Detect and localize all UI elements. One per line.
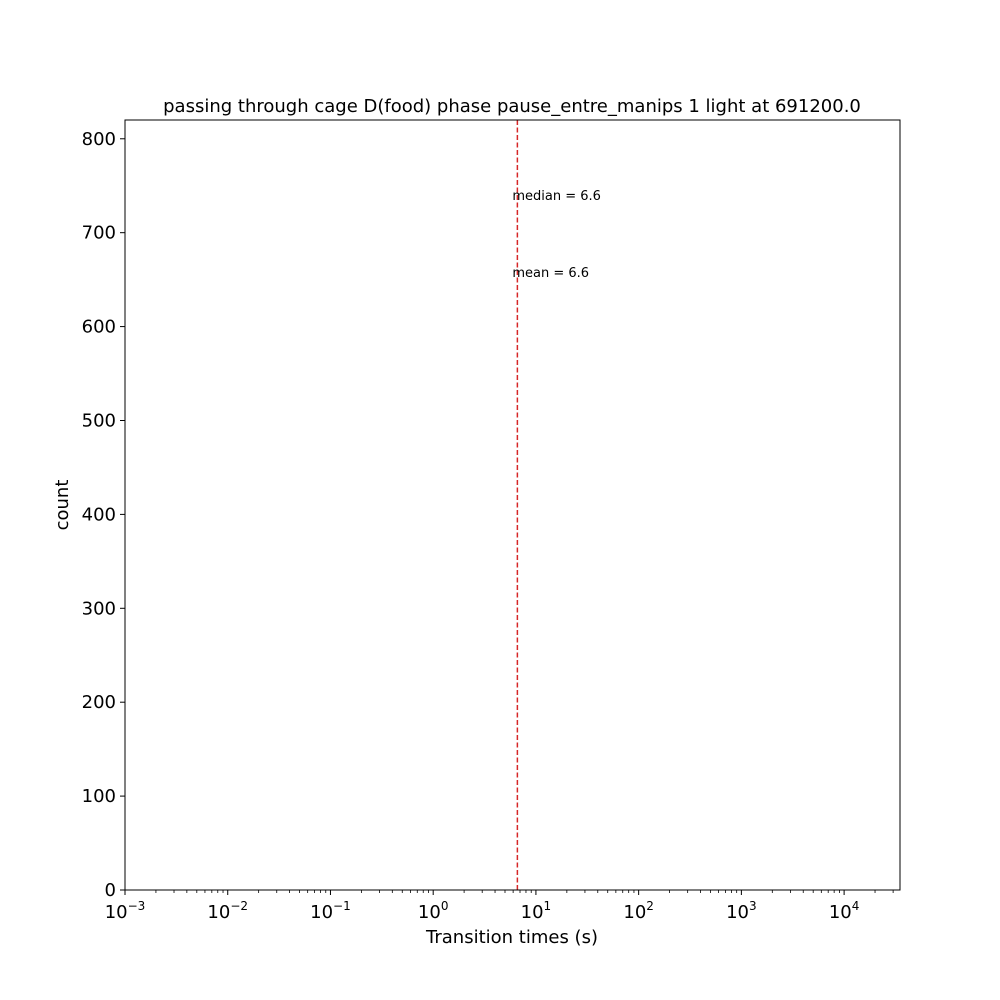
median-annotation: median = 6.6 — [512, 189, 601, 204]
chart-title: passing through cage D(food) phase pause… — [163, 96, 861, 117]
x-tick-label: 103 — [726, 899, 757, 923]
axes-frame — [124, 119, 901, 891]
y-tick-label: 300 — [82, 598, 116, 619]
x-tick-label: 10−1 — [310, 899, 351, 923]
y-tick-label: 200 — [82, 692, 116, 713]
x-tick-label: 101 — [521, 899, 552, 923]
y-axis-label: count — [52, 480, 73, 531]
y-tick-label: 0 — [105, 880, 116, 901]
x-tick-label: 10−3 — [105, 899, 146, 923]
y-tick-label: 600 — [82, 317, 116, 338]
mean-annotation: mean = 6.6 — [512, 266, 589, 281]
y-tick-label: 100 — [82, 786, 116, 807]
plot-area: median = 6.6 mean = 6.6 0 100 200 300 400 500 60… — [82, 119, 901, 923]
y-tick-label: 400 — [82, 504, 116, 525]
x-tick-label: 102 — [623, 899, 654, 923]
y-tick-label: 500 — [82, 410, 116, 431]
y-tick-label: 800 — [82, 129, 116, 150]
x-tick-label: 104 — [829, 899, 860, 923]
x-tick-label: 100 — [418, 899, 449, 923]
y-tick-label: 700 — [82, 223, 116, 244]
x-axis-label: Transition times (s) — [425, 927, 598, 948]
x-tick-label: 10−2 — [207, 899, 248, 923]
